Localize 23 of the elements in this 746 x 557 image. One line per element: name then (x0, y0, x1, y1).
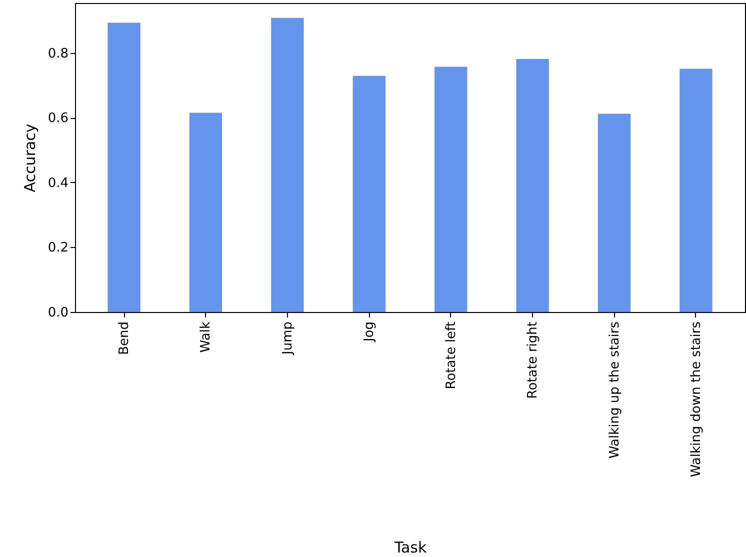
x-axis-title: Task (393, 538, 427, 556)
x-tick-label: Rotate left (444, 322, 459, 390)
bar (108, 22, 140, 312)
y-tick-label: 0.8 (48, 46, 68, 62)
x-tick-label: Jog (362, 322, 378, 343)
y-tick-label: 0.6 (48, 111, 68, 126)
bar (434, 66, 468, 312)
y-tick-label: 0.2 (48, 240, 68, 256)
x-tick-label: Bend (117, 322, 132, 355)
bar (271, 18, 304, 312)
y-tick-label: 0.0 (48, 306, 68, 320)
x-tick-label: Walking down the stairs (688, 321, 704, 478)
bar (189, 112, 222, 312)
bar (352, 76, 386, 312)
y-axis-title: Accuracy (20, 124, 39, 192)
x-tick-label: Walk (198, 321, 214, 353)
x-tick-label: Jump (280, 322, 296, 356)
bar (598, 114, 631, 312)
x-tick-label: Rotate right (526, 322, 541, 399)
y-tick-label: 0.4 (48, 176, 68, 191)
bar (516, 59, 549, 312)
x-tick-label: Walking up the stairs (607, 321, 622, 459)
bar (680, 68, 712, 312)
